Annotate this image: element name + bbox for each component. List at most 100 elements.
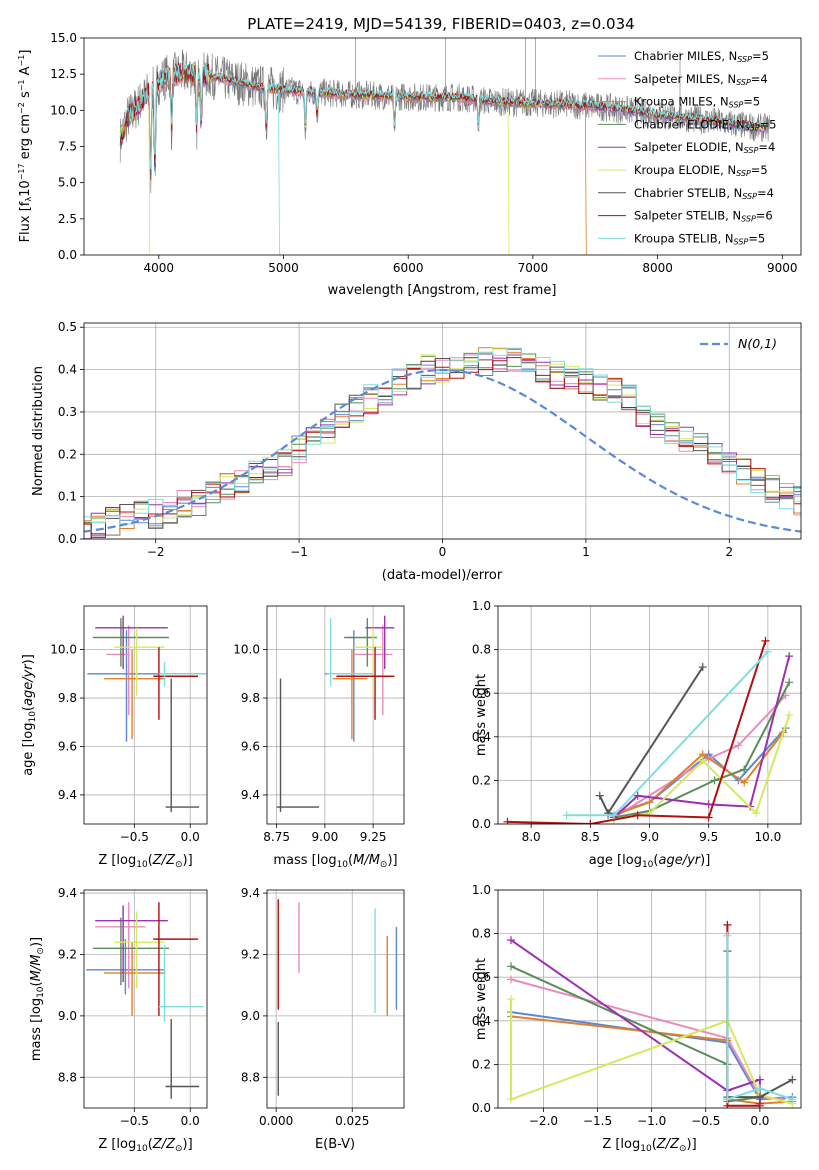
weight-marker-salpeter_miles xyxy=(734,741,743,750)
weight_vs_age-ytick-label: 1.0 xyxy=(472,599,491,613)
weight-line-kroupa_stelib xyxy=(726,935,793,1101)
spectrum-ytick-label: 2.5 xyxy=(58,212,77,226)
residuals-xtick-label: 1 xyxy=(582,545,590,559)
weight_vs_age-ytick-label: 0.4 xyxy=(472,730,491,744)
age_vs_Z-ylabel: age [log10(age/yr)] xyxy=(21,654,38,776)
spectrum-xtick-label: 7000 xyxy=(518,261,549,275)
spectrum-xtick-label: 6000 xyxy=(393,261,424,275)
weight_vs_age-xlabel: age [log10(age/yr)] xyxy=(589,853,711,870)
mass_vs_ebv-xtick-label: 0.000 xyxy=(259,1114,293,1128)
mass_vs_Z-ylabel: mass [log10(M/M⊙)] xyxy=(29,937,46,1061)
weight-marker-chabrier_stelib xyxy=(698,663,707,672)
weight-marker-salpeter_elodie xyxy=(633,791,642,800)
weight-marker-kroupa_stelib xyxy=(763,647,772,656)
age_vs_mass-ytick-label: 9.6 xyxy=(241,739,260,753)
age_vs_mass-xtick-label: 9.25 xyxy=(360,830,387,844)
residuals-xtick-label: 0 xyxy=(439,545,447,559)
spectrum-ytick-label: 10.0 xyxy=(50,103,77,117)
residuals-xtick-label: 2 xyxy=(725,545,733,559)
mass_vs_Z-ytick-label: 9.4 xyxy=(58,886,77,900)
mass_vs_Z-ytick-label: 9.2 xyxy=(58,947,77,961)
mass_vs_Z-panel: −0.5 0.0 8.8 9.0 9.2 9.4 Z [log10(Z/Z⊙)] mass [… xyxy=(29,886,208,1154)
weight_vs_age-xtick-label: 8.0 xyxy=(522,830,541,844)
spectrum-model-kroupa_stelib xyxy=(119,60,767,255)
weight-marker-chabrier_elodie xyxy=(785,678,794,687)
weight_vs_Z-panel: −2.0 −1.5 −1.0 −0.5 0.0 0.0 0.2 0.4 0.6 0.8 1.0 Z [… xyxy=(472,883,802,1154)
spectrum-ytick-label: 12.5 xyxy=(50,67,77,81)
weight-marker-salpeter_stelib xyxy=(755,1101,764,1108)
weight_vs_age-ytick-label: 0.2 xyxy=(472,773,491,787)
weight_vs_Z-ytick-label: 0.6 xyxy=(472,970,491,984)
spectrum-frame xyxy=(83,37,802,256)
mass_vs_Z-xlabel: Z [log10(Z/Z⊙)] xyxy=(98,1137,192,1154)
weight_vs_Z-ytick-label: 0.8 xyxy=(472,927,491,941)
residuals-ytick-label: 0.1 xyxy=(58,490,77,504)
weight-marker-kroupa_elodie xyxy=(506,1095,515,1104)
weight-marker-chabrier_stelib xyxy=(788,1075,797,1084)
age_vs_Z-xlabel: Z [log10(Z/Z⊙)] xyxy=(98,853,192,870)
spectrum-xtick-label: 9000 xyxy=(767,261,798,275)
spectrum-ytick-label: 0.0 xyxy=(58,248,77,262)
spectrum-plot-area xyxy=(119,38,770,255)
residuals-ytick-label: 0.3 xyxy=(58,405,77,419)
weight-marker-kroupa_elodie xyxy=(506,995,515,1003)
mass_vs_ebv-ytick-label: 9.2 xyxy=(241,947,260,961)
weight_vs_Z-plot-area xyxy=(506,920,797,1108)
weight-marker-salpeter_stelib xyxy=(586,820,595,824)
normal-legend-label: N(0,1) xyxy=(738,336,777,351)
weight_vs_age-xtick-label: 8.5 xyxy=(581,830,600,844)
normal-curve xyxy=(84,368,801,533)
residuals-plot-area xyxy=(84,347,801,539)
weight-marker-kroupa_miles xyxy=(740,778,749,787)
mass_vs_ebv-frame xyxy=(266,889,405,1109)
weight_vs_Z-xtick-label: −0.5 xyxy=(691,1114,720,1128)
mass_vs_Z-plot-area xyxy=(86,902,204,1099)
legend-label-chabrier_miles: Chabrier MILES, NSSP=5 xyxy=(634,49,769,64)
residuals-ylabel: Normed distribution xyxy=(31,366,46,496)
residuals-panel: −2 −1 0 1 2 0.0 0.1 0.2 0.3 0.4 0.5 N(0,1) (data-mod… xyxy=(31,320,802,583)
weight-marker-salpeter_miles xyxy=(506,975,515,984)
weight-marker-kroupa_miles xyxy=(645,798,654,807)
mass_vs_ebv-xlabel: E(B-V) xyxy=(315,1137,355,1152)
legend-label-kroupa_stelib: Kroupa STELIB, NSSP=5 xyxy=(634,231,765,246)
residuals-ytick-label: 0.2 xyxy=(58,447,77,461)
weight-marker-salpeter_elodie xyxy=(755,1075,764,1084)
residuals-frame xyxy=(83,322,802,540)
legend-label-chabrier_elodie: Chabrier ELODIE, NSSP=5 xyxy=(634,117,776,132)
weight_vs_age-xtick-label: 9.0 xyxy=(640,830,659,844)
weight_vs_Z-frame xyxy=(497,889,802,1109)
spectrum-ytick-label: 15.0 xyxy=(50,31,77,45)
age_vs_mass-frame xyxy=(266,605,405,825)
spectrum-ytick-label: 5.0 xyxy=(58,176,77,190)
legend-label-salpeter_elodie: Salpeter ELODIE, NSSP=4 xyxy=(634,140,775,155)
weight-marker-chabrier_elodie xyxy=(710,776,719,785)
spectrum-data-line xyxy=(119,38,770,194)
weight-marker-kroupa_stelib xyxy=(755,1084,764,1093)
age_vs_mass-xtick-label: 9.00 xyxy=(312,830,339,844)
weight_vs_age-ytick-label: 0.6 xyxy=(472,686,491,700)
mass_vs_ebv-ytick-label: 9.0 xyxy=(241,1009,260,1023)
age_vs_mass-plot-area xyxy=(276,615,395,812)
weight-marker-salpeter_stelib xyxy=(761,636,770,645)
weight-marker-kroupa_stelib xyxy=(609,811,618,820)
spectrum-legend: Chabrier MILES, NSSP=5 Salpeter MILES, NS… xyxy=(598,49,776,246)
legend-label-salpeter_miles: Salpeter MILES, NSSP=4 xyxy=(634,72,768,87)
weight-marker-kroupa_stelib xyxy=(562,811,571,820)
spectrum-xtick-label: 4000 xyxy=(144,261,175,275)
legend-label-kroupa_elodie: Kroupa ELODIE, NSSP=5 xyxy=(634,163,768,178)
age_vs_mass-ytick-label: 9.4 xyxy=(241,788,260,802)
mass_vs_ebv-plot-area xyxy=(277,899,398,1096)
spectrum-xtick-label: 8000 xyxy=(642,261,673,275)
weight-marker-salpeter_stelib xyxy=(723,920,732,929)
weight_vs_age-ytick-label: 0.8 xyxy=(472,643,491,657)
weight-marker-kroupa_elodie xyxy=(752,809,761,818)
age_vs_Z-ytick-label: 9.6 xyxy=(58,739,77,753)
weight-marker-salpeter_elodie xyxy=(785,652,794,661)
residuals-ytick-label: 0.4 xyxy=(58,363,77,377)
residuals-xlabel: (data-model)/error xyxy=(382,568,503,583)
weight-marker-chabrier_stelib xyxy=(755,1093,764,1102)
residuals-ytick-label: 0.0 xyxy=(58,532,77,546)
age_vs_Z-frame xyxy=(83,605,208,825)
weight-marker-kroupa_stelib xyxy=(723,931,732,940)
spectrum-xtick-label: 5000 xyxy=(268,261,299,275)
